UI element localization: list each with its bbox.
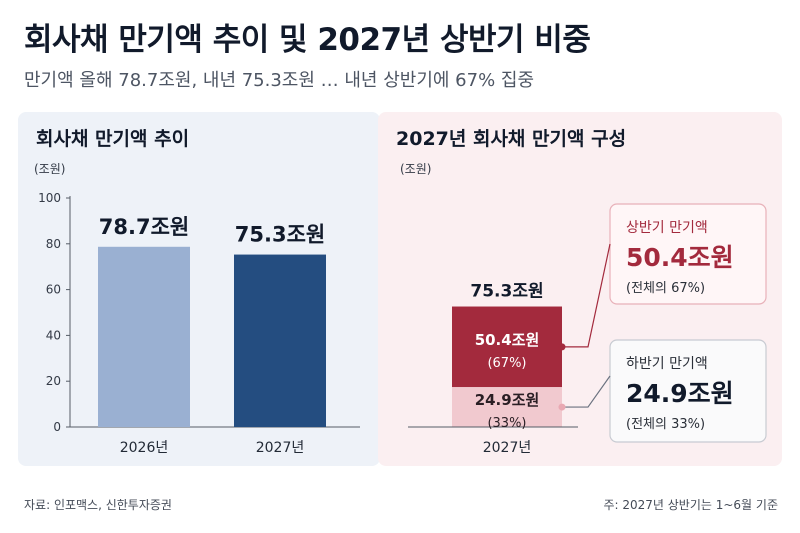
y-axis-unit-label: (조원) bbox=[400, 162, 431, 176]
y-tick-label: 100 bbox=[38, 191, 61, 205]
x-tick-label: 2026년 bbox=[120, 440, 169, 456]
page-title: 회사채 만기액 추이 및 2027년 상반기 비중 bbox=[24, 22, 591, 58]
chart-title: 2027년 회사채 만기액 구성 bbox=[396, 128, 626, 150]
y-tick-label: 80 bbox=[46, 237, 61, 251]
callout-title: 하반기 만기액 bbox=[626, 356, 708, 372]
right-chart-panel: 2027년 회사채 만기액 구성 (조원) 75.3조원 50.4조원 (67%) 24.… bbox=[378, 112, 782, 466]
page-subtitle: 만기액 올해 78.7조원, 내년 75.3조원 … 내년 상반기에 67% 집… bbox=[24, 70, 535, 91]
callout-anchor-dot bbox=[558, 343, 566, 351]
x-tick-label: 2027년 bbox=[483, 440, 532, 456]
bar-value-label: 75.3조원 bbox=[235, 223, 325, 247]
maturity-trend-chart: 회사채 만기액 추이 (조원) 0 20 40 60 80 100 78.7조원 2026년 75.… bbox=[34, 128, 360, 456]
callout-share: (전체의 67%) bbox=[626, 281, 705, 296]
footnote: 주: 2027년 상반기는 1~6월 기준 bbox=[603, 498, 778, 512]
x-tick-label: 2027년 bbox=[256, 440, 305, 456]
chart-title: 회사채 만기액 추이 bbox=[36, 128, 189, 150]
stacked-segment-first-half bbox=[452, 306, 562, 388]
segment-share-label: (67%) bbox=[487, 356, 526, 371]
segment-value-label: 50.4조원 bbox=[475, 331, 540, 349]
y-tick-label: 20 bbox=[46, 374, 61, 388]
source-note: 자료: 인포맥스, 신한투자증권 bbox=[24, 498, 172, 512]
y-tick-label: 60 bbox=[46, 283, 61, 297]
callout-value: 24.9조원 bbox=[626, 379, 734, 408]
callout-title: 상반기 만기액 bbox=[626, 220, 708, 236]
stacked-segment-second-half bbox=[452, 387, 562, 427]
bar-value-label: 78.7조원 bbox=[99, 215, 189, 239]
y-tick-label: 0 bbox=[53, 420, 61, 434]
segment-value-label: 24.9조원 bbox=[475, 391, 540, 409]
bar-1 bbox=[98, 246, 190, 427]
callout-box-second-half bbox=[609, 339, 767, 443]
total-value-label: 75.3조원 bbox=[470, 282, 543, 302]
callout-anchor-dot bbox=[558, 403, 566, 411]
maturity-composition-chart: 2027년 회사채 만기액 구성 (조원) 75.3조원 50.4조원 (67%) 24.… bbox=[396, 128, 767, 456]
callout-leader-line bbox=[562, 375, 611, 408]
segment-share-label: (33%) bbox=[487, 416, 526, 431]
y-tick-label: 40 bbox=[46, 328, 61, 342]
callout-box-first-half bbox=[609, 203, 767, 305]
callout-value: 50.4조원 bbox=[626, 243, 734, 272]
y-axis-unit-label: (조원) bbox=[34, 162, 65, 176]
callout-share: (전체의 33%) bbox=[626, 417, 705, 432]
left-chart-panel: 회사채 만기액 추이 (조원) 0 20 40 60 80 100 78.7조원 2026년 75.… bbox=[18, 112, 380, 466]
callout-leader-line bbox=[562, 243, 611, 348]
bar-2 bbox=[234, 254, 326, 427]
